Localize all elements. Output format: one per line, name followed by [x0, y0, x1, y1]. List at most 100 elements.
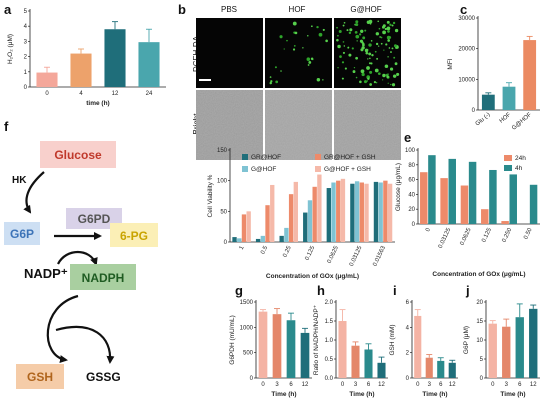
fluor-cell	[360, 29, 364, 33]
fluor-cell	[361, 72, 365, 77]
fluor-cell	[344, 67, 347, 70]
x-tick-label: 0.250	[502, 227, 514, 244]
fluor-image-hof	[265, 18, 332, 88]
fluor-cell	[370, 40, 373, 42]
fluor-cell	[339, 55, 342, 58]
fluor-cell	[360, 69, 365, 74]
bar-gr-hof-gsh	[336, 180, 341, 242]
bar	[36, 72, 58, 87]
fluor-cell	[386, 26, 391, 31]
bright-texture-ghof	[334, 90, 401, 160]
x-tick-label: 24	[146, 91, 153, 97]
y-tick-label: 0.0	[325, 376, 334, 382]
fluor-cells-ghof	[336, 19, 400, 87]
bar-4h	[428, 155, 436, 224]
fluor-cell	[368, 52, 372, 56]
col-header-pbs: PBS	[221, 5, 237, 14]
fluor-cell	[341, 77, 344, 80]
x-tick-label: 0.03125	[349, 245, 364, 268]
fluor-cell	[316, 78, 321, 82]
y-tick-label: 0	[24, 85, 28, 91]
fluor-cell	[392, 74, 397, 78]
y-tick-label: 40	[408, 192, 415, 198]
fluor-cell	[382, 73, 386, 78]
scale-bar	[199, 79, 211, 81]
y-tick-label: 4	[24, 24, 28, 30]
bar-gr-hof-gsh	[241, 214, 247, 242]
panel-letter-f: f	[4, 119, 9, 134]
fluor-cell	[270, 80, 273, 83]
x-tick-label: HOF	[499, 112, 513, 125]
fluor-cell	[316, 25, 319, 29]
y-axis-label: GSH (mM)	[389, 324, 396, 355]
x-tick-label: 1	[239, 245, 246, 251]
fluor-cell	[390, 51, 392, 53]
panel-letter-b: b	[178, 2, 186, 17]
gsh-box	[16, 364, 64, 389]
bar-24h	[481, 209, 489, 224]
fluor-cell	[392, 21, 396, 25]
fluor-cell	[336, 26, 338, 29]
fluor-cell	[337, 67, 339, 69]
fluor-cell	[338, 30, 342, 34]
bar	[70, 53, 92, 87]
fluor-cell	[387, 30, 390, 33]
bar-gr-hof	[350, 183, 355, 242]
bar	[104, 29, 126, 88]
nadp-label: NADP⁺	[24, 266, 68, 281]
y-tick-label: 2	[406, 351, 410, 357]
y-axis-label: Cell Viability %	[207, 174, 214, 217]
panel-letter-i: i	[393, 283, 397, 298]
fluor-cell	[279, 35, 283, 39]
y-tick-label: 1500	[240, 300, 254, 306]
fluor-cell	[343, 21, 346, 24]
bar-gr-hof	[373, 181, 379, 242]
y-tick-label: 150	[217, 148, 228, 154]
x-tick-label: 0.0625	[327, 245, 340, 265]
fluor-cell	[306, 57, 311, 61]
y-tick-label: 10	[476, 338, 483, 344]
x-tick-label: 12	[112, 91, 119, 97]
bar	[338, 321, 347, 378]
fluor-cell	[374, 50, 377, 53]
fluor-cell	[337, 44, 341, 49]
legend-swatch	[315, 166, 321, 172]
fluor-cell	[386, 75, 390, 79]
fluor-cell	[369, 83, 372, 86]
fluor-cell	[381, 25, 385, 29]
x-tick-label: G@HOF	[511, 112, 533, 132]
x-tick-label: 0	[341, 382, 345, 388]
fluor-cell	[385, 43, 388, 46]
x-tick-label: 0.125	[305, 245, 317, 262]
6pg-label: 6-PG	[120, 229, 148, 243]
bar	[523, 40, 537, 110]
x-tick-label: 0.03125	[438, 227, 453, 250]
y-axis-label: G6P (μM)	[463, 326, 470, 354]
fluor-cell	[292, 48, 296, 51]
x-tick-label: 12	[302, 382, 309, 388]
gssg-label: GSSG	[86, 370, 121, 384]
y-tick-label: 2	[24, 55, 28, 61]
nadp-arc-arrow	[57, 250, 98, 266]
x-tick-label: 0.5	[260, 245, 269, 256]
x-tick-label: Glu (-)	[475, 112, 492, 128]
fluor-cell	[347, 46, 350, 49]
x-axis-label: Concentration of GOx (μg/mL)	[266, 273, 359, 280]
bar-4h	[468, 161, 477, 224]
legend-swatch	[242, 166, 248, 172]
fluor-cell	[364, 48, 369, 53]
fluor-cell	[393, 56, 396, 59]
x-axis-label: Concentration of GOx (μg/mL)	[432, 271, 525, 278]
fluor-cell	[342, 41, 345, 43]
6pg-box	[110, 223, 158, 247]
gsh-gssg-cycle-arrow	[55, 325, 115, 364]
x-tick-label: 0.125	[481, 227, 493, 244]
fluor-cell	[384, 27, 388, 31]
x-tick-label: 6	[289, 382, 293, 388]
y-tick-label: 50	[220, 209, 227, 215]
fluor-cell	[310, 57, 314, 61]
y-tick-label: 80	[408, 163, 415, 169]
glucose-box	[40, 141, 116, 168]
y-tick-label: 0	[480, 376, 484, 382]
